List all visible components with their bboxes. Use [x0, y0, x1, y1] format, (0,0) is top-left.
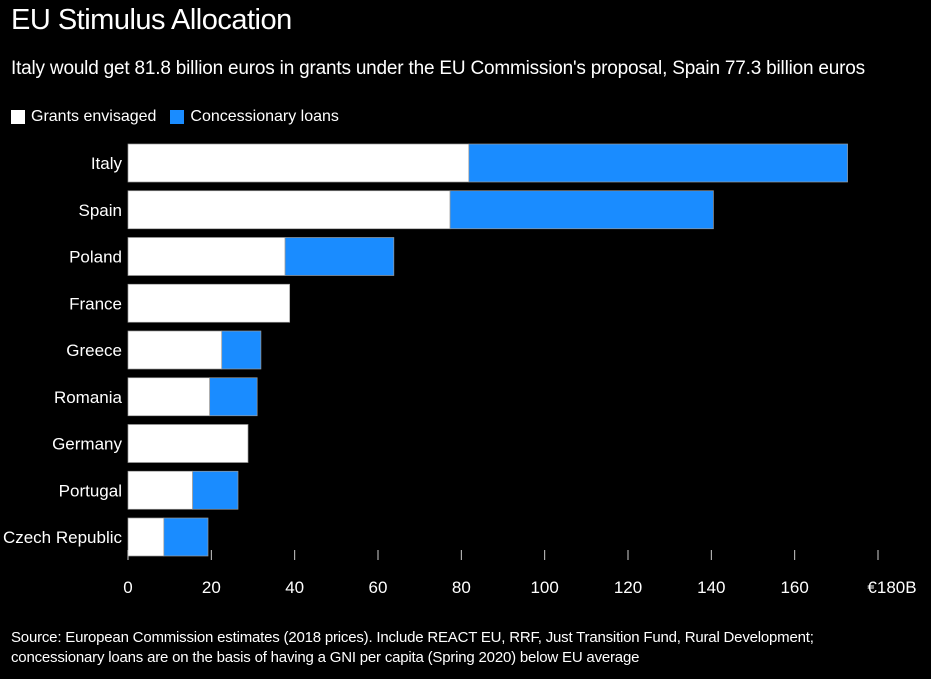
category-label-czech-republic: Czech Republic — [3, 528, 123, 547]
source-note: Source: European Commission estimates (2… — [11, 628, 911, 668]
bar-portugal-concessionary-loans — [192, 470, 239, 510]
x-tick-label: 120 — [614, 578, 642, 597]
bar-italy-concessionary-loans — [468, 143, 848, 183]
legend-label-loans: Concessionary loans — [190, 108, 339, 125]
chart-subtitle: Italy would get 81.8 billion euros in gr… — [11, 58, 865, 79]
category-label-germany: Germany — [52, 435, 122, 454]
x-tick-label: 20 — [202, 578, 221, 597]
chart-title: EU Stimulus Allocation — [11, 4, 292, 36]
legend: Grants envisaged Concessionary loans — [11, 108, 353, 126]
legend-swatch-loans — [170, 110, 185, 124]
source-line-1: Source: European Commission estimates (2… — [11, 629, 814, 646]
category-label-portugal: Portugal — [59, 481, 122, 500]
x-tick-label: 0 — [123, 578, 132, 597]
x-tick-label: 60 — [369, 578, 388, 597]
bar-germany-grants-envisaged — [127, 424, 249, 463]
legend-item-loans: Concessionary loans — [170, 108, 339, 126]
category-label-france: France — [69, 294, 122, 313]
bar-spain-concessionary-loans — [449, 190, 714, 230]
bar-spain-grants-envisaged — [127, 190, 451, 230]
bar-romania-concessionary-loans — [209, 377, 258, 417]
category-label-spain: Spain — [79, 201, 122, 220]
bar-poland-grants-envisaged — [127, 237, 286, 276]
legend-label-grants: Grants envisaged — [31, 108, 157, 125]
source-line-2: concessionary loans are on the basis of … — [11, 649, 640, 666]
x-tick-label: 140 — [697, 578, 725, 597]
bar-france-grants-envisaged — [127, 283, 291, 323]
bar-portugal-grants-envisaged — [127, 470, 193, 510]
bar-italy-grants-envisaged — [127, 143, 470, 183]
category-label-poland: Poland — [69, 248, 122, 267]
legend-swatch-grants — [11, 110, 25, 124]
category-label-greece: Greece — [66, 341, 122, 360]
x-tick-label: 40 — [285, 578, 304, 597]
legend-item-grants: Grants envisaged — [11, 108, 156, 126]
x-tick-label: €180B — [867, 578, 916, 597]
bar-greece-grants-envisaged — [127, 330, 223, 370]
bar-czech-republic-grants-envisaged — [127, 517, 165, 557]
bar-greece-concessionary-loans — [221, 330, 262, 370]
category-label-italy: Italy — [91, 154, 123, 173]
x-tick-label: 100 — [530, 578, 558, 597]
bar-romania-grants-envisaged — [127, 377, 211, 417]
bar-poland-concessionary-loans — [284, 237, 395, 276]
category-label-romania: Romania — [54, 388, 123, 407]
bar-czech-republic-concessionary-loans — [163, 517, 209, 557]
x-tick-label: 80 — [452, 578, 471, 597]
x-tick-label: 160 — [780, 578, 808, 597]
